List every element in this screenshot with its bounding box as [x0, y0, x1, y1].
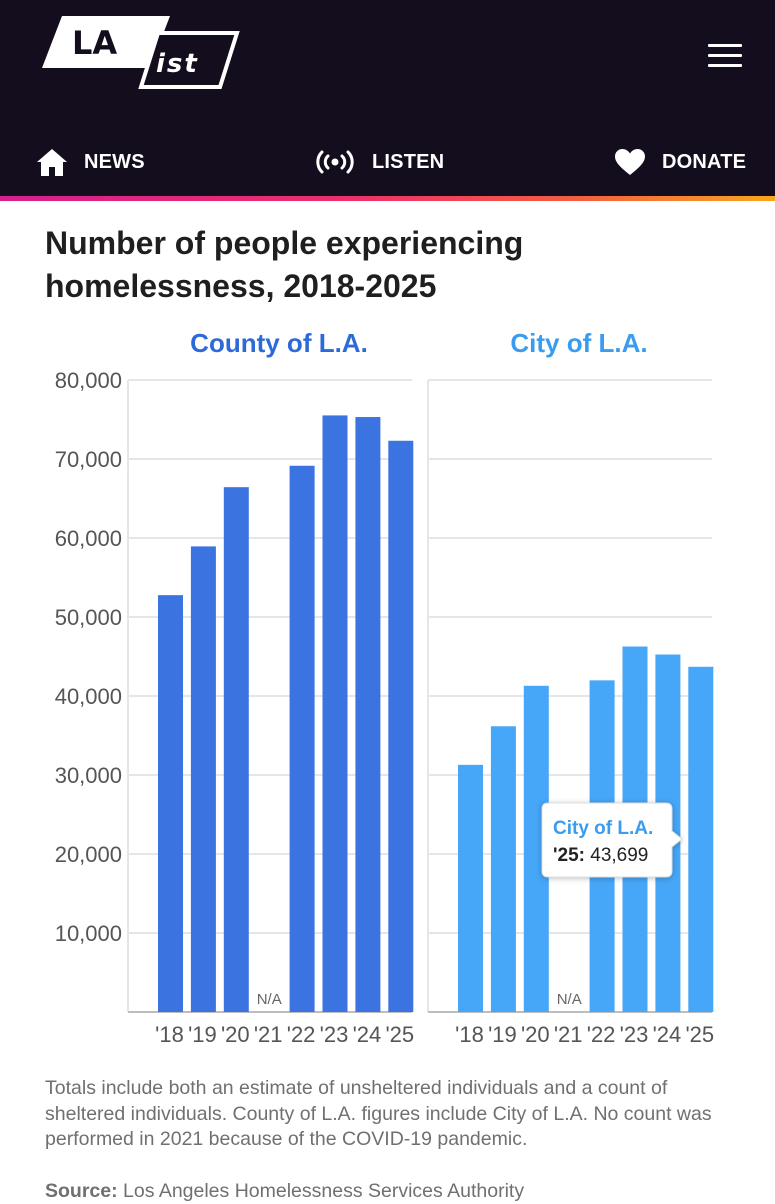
y-tick-label: 30,000: [55, 763, 122, 788]
city-panel-title: City of L.A.: [510, 328, 647, 358]
x-tick-label: '24: [353, 1022, 382, 1047]
x-tick-label: '24: [653, 1022, 682, 1047]
heart-icon: [615, 149, 645, 175]
menu-line: [708, 64, 742, 67]
chart-source: Source: Los Angeles Homelessness Service…: [45, 1179, 765, 1204]
chart-footnote: Totals include both an estimate of unshe…: [45, 1077, 712, 1150]
x-tick-label: '22: [587, 1022, 616, 1047]
x-tick-label: '25: [685, 1022, 714, 1047]
county-bar[interactable]: [158, 595, 183, 1012]
city-bar[interactable]: [458, 764, 483, 1012]
y-tick-label: 80,000: [55, 368, 122, 393]
nav-listen-label: LISTEN: [372, 150, 445, 173]
x-tick-label: '25: [385, 1022, 414, 1047]
x-tick-label: '19: [188, 1022, 217, 1047]
nav-news-label: NEWS: [84, 150, 145, 173]
y-tick-label: 60,000: [55, 526, 122, 551]
tooltip-number: 43,699: [585, 845, 648, 866]
chart-title: Number of people experiencing homelessne…: [45, 225, 524, 304]
site-header: LA ist NEWS LISTEN: [0, 0, 775, 200]
city-bar[interactable]: [490, 726, 516, 1012]
county-bar[interactable]: [223, 487, 249, 1012]
y-tick-label: 10,000: [55, 921, 122, 946]
x-tick-label: '23: [620, 1022, 649, 1047]
x-tick-label: '20: [521, 1022, 550, 1047]
y-tick-label: 70,000: [55, 447, 122, 472]
county-bar[interactable]: [322, 415, 348, 1012]
y-tick-label: 20,000: [55, 842, 122, 867]
logo-bottom-text: ist: [156, 49, 199, 79]
tooltip-series: City of L.A.: [553, 818, 653, 839]
x-tick-label: '18: [155, 1022, 184, 1047]
city-bar[interactable]: [688, 666, 714, 1012]
tooltip-box: [541, 802, 683, 878]
x-tick-label: '18: [455, 1022, 484, 1047]
missing-value-label: N/A: [557, 991, 582, 1008]
y-tick-label: 50,000: [55, 605, 122, 630]
nav-donate-label: DONATE: [662, 150, 747, 173]
x-tick-label: '23: [320, 1022, 349, 1047]
broadcast-icon: [316, 150, 354, 174]
county-bar[interactable]: [388, 440, 414, 1012]
nav-listen[interactable]: LISTEN: [314, 146, 444, 178]
y-tick-label: 40,000: [55, 684, 122, 709]
county-bar[interactable]: [355, 417, 381, 1012]
x-tick-label: '20: [221, 1022, 250, 1047]
source-label: Source:: [45, 1180, 118, 1202]
x-tick-label: '22: [287, 1022, 316, 1047]
x-tick-label: '21: [254, 1022, 283, 1047]
x-tick-label: '21: [554, 1022, 583, 1047]
logo-top-parallelogram: [42, 16, 170, 68]
laist-logo[interactable]: LA ist: [40, 10, 240, 90]
logo-bottom-parallelogram: [138, 31, 240, 89]
main-nav: NEWS LISTEN DONATE: [0, 128, 775, 194]
missing-value-label: N/A: [257, 991, 282, 1008]
homelessness-bar-chart: 10,000 20,000 30,000 40,000 50,000 60,000 70,0…: [55, 328, 714, 1047]
source-text: Los Angeles Homelessness Services Author…: [123, 1180, 525, 1202]
tooltip-value: '25: 43,699: [553, 845, 648, 866]
home-icon: [37, 149, 67, 176]
logo-top-text: LA: [72, 24, 117, 62]
menu-line: [708, 44, 742, 47]
header-accent-bar: [0, 196, 775, 201]
nav-news[interactable]: NEWS: [36, 146, 145, 178]
menu-button[interactable]: [708, 44, 744, 68]
menu-line: [708, 54, 742, 57]
tooltip-year: '25:: [553, 845, 585, 866]
county-bar[interactable]: [289, 465, 315, 1012]
county-bar[interactable]: [190, 546, 216, 1012]
nav-donate[interactable]: DONATE: [614, 146, 746, 178]
county-panel-title: County of L.A.: [190, 328, 368, 358]
x-tick-label: '19: [488, 1022, 517, 1047]
